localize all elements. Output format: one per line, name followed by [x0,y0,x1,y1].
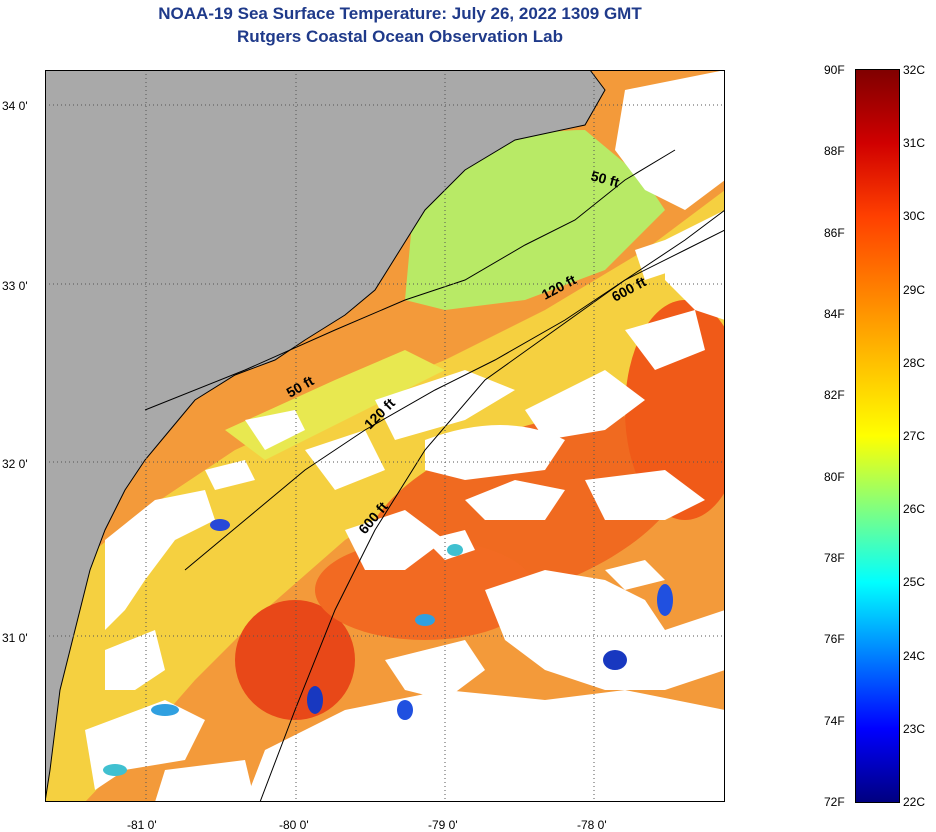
scale-label-celsius: 28C [903,355,926,370]
nearshore-warm-band [45,190,725,802]
land [45,70,605,802]
lon-label-79: -79 0' [428,818,458,832]
scale-label-fahrenheit: 78F [824,551,845,565]
scale-label-fahrenheit: 82F [824,388,845,403]
scale-label-fahrenheit: 86F [824,225,845,240]
scale-label-celsius: 26C [903,502,926,517]
scale-label-celsius: 22C [903,795,926,809]
lat-label-31: 31 0' [2,631,28,645]
isobath-label: 50 ft [589,167,621,190]
sst-map[interactable]: 50 ft 120 ft 600 ft 50 ft 120 ft 600 ft [45,70,725,802]
cool-water-area [405,130,665,310]
lon-label-80: -80 0' [279,818,309,832]
scale-label-fahrenheit: 76F [824,632,845,647]
scale-label-celsius: 30C [903,209,926,224]
lat-label-32: 32 0' [2,457,28,471]
scale-label-celsius: 31C [903,136,926,151]
lon-label-81: -81 0' [127,818,157,832]
scale-label-celsius: 25C [903,575,926,590]
isobath-600ft [259,229,725,802]
coastline [45,70,606,802]
scale-label-fahrenheit: 88F [824,144,845,159]
isobath-120ft [184,209,725,571]
scale-label-fahrenheit: 80F [824,469,845,484]
lat-label-33: 33 0' [2,279,28,293]
graticule [45,70,725,802]
warm-core-3 [235,600,355,720]
scale-label-fahrenheit: 74F [824,713,845,728]
scale-label-celsius: 32C [903,63,926,77]
scale-label-celsius: 27C [903,429,926,443]
lat-label-34: 34 0' [2,99,28,113]
map-title: NOAA-19 Sea Surface Temperature: July 26… [158,4,642,23]
scale-label-celsius: 23C [903,721,926,736]
scale-label-celsius: 29C [903,282,926,297]
cloud-cover [85,70,725,802]
cool-eddies [103,519,673,776]
scale-label-celsius: 24C [903,648,926,663]
color-scale-bar [855,69,900,803]
lon-label-78: -78 0' [577,818,607,832]
isobath-50ft [144,149,676,411]
map-subtitle: Rutgers Coastal Ocean Observation Lab [237,27,563,46]
scale-label-fahrenheit: 90F [824,63,845,77]
map-frame [45,70,725,802]
scale-label-fahrenheit: 84F [824,307,845,321]
scale-label-fahrenheit: 72F [824,795,845,809]
